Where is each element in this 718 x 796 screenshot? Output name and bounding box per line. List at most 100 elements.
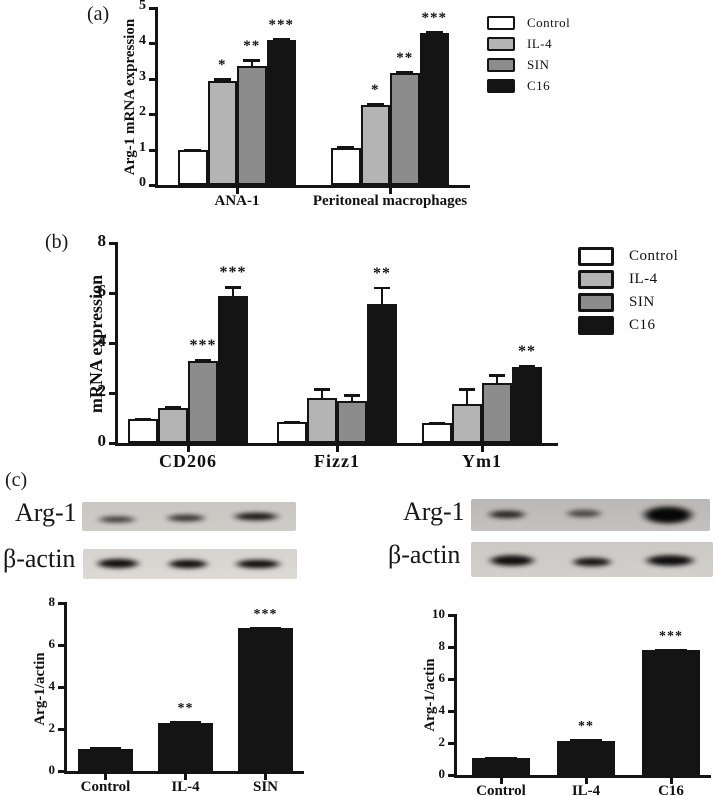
error-bar-cap [458,388,476,391]
bar-il-4 [452,404,482,443]
legend-swatch-c16 [578,316,614,335]
bar-control [422,423,452,443]
error-bar-cap [243,59,260,62]
x-axis-category-label: C16 [658,783,684,796]
significance-marker: ** [518,343,536,361]
error-bar-cap [396,70,413,74]
significance-marker: *** [253,606,278,622]
y-axis-tick [109,242,115,245]
error-bar-stem [669,648,673,651]
blot-band [85,556,151,571]
error-bar-stem [350,394,354,401]
significance-marker: *** [268,17,294,34]
error-bar-stem [264,626,267,629]
error-bar-stem [141,418,145,420]
y-axis-tick [149,77,155,81]
error-bar-cap [250,626,281,630]
bar-c16 [266,39,296,185]
significance-marker: *** [219,264,247,281]
error-bar-cap [134,418,152,421]
x-axis-tick [499,775,503,784]
error-bar-stem [374,102,377,105]
x-axis-category-label: Ym1 [462,451,502,471]
error-bar-stem [290,420,294,422]
y-axis-tick [58,770,64,773]
x-axis-tick [235,185,239,194]
error-bar-cap [425,31,443,34]
bar-il-4 [360,104,390,185]
legend-item-sin: SIN [487,54,570,75]
error-bar-stem [344,145,347,148]
error-bar-cap [337,145,354,149]
y-axis-tick [58,686,64,689]
panel-a-letter: (a) [87,3,110,25]
y-axis-tick [109,392,115,395]
legend-item-sin: SIN [578,291,678,314]
error-bar-stem [231,286,235,296]
legend-label: SIN [629,294,655,310]
legend-label: Control [629,248,679,264]
legend-item-il-4: IL-4 [578,268,678,291]
y-axis-tick [149,113,155,117]
error-bar-cap [484,757,518,760]
significance-marker: * [371,81,380,98]
x-axis-tick [264,771,267,780]
x-axis-line [64,771,304,774]
error-bar-cap [343,394,361,397]
y-axis-line [115,242,118,446]
error-bar-stem [495,374,499,383]
bar-arg-1/actin [557,740,615,775]
panel-a-legend: Control IL-4 SIN C16 [487,12,570,96]
error-bar-stem [104,746,107,749]
y-axis-tick [109,342,115,345]
legend-label: Control [527,14,571,30]
x-axis-tick [480,443,484,452]
error-bar-stem [201,359,205,361]
bar-il-4 [307,398,337,443]
bar-c16 [512,366,542,443]
x-axis-tick [186,443,190,452]
legend-swatch-sin [487,57,515,72]
y-axis-tick [149,148,155,152]
panel-c-letter: (c) [5,469,28,491]
y-axis-tick [448,710,454,713]
error-bar-cap [272,38,290,41]
error-bar-stem [380,286,384,305]
y-axis-tick [149,184,155,187]
legend-swatch-il-4 [487,36,515,51]
error-bar-cap [654,648,688,652]
error-bar-stem [280,38,283,40]
bar-arg-1/actin [642,650,700,775]
x-axis-category-label: SIN [252,779,278,795]
significance-marker: * [218,57,227,74]
bar-arg-1/actin [158,722,213,771]
error-bar-stem [320,388,324,398]
error-bar-cap [213,78,231,81]
blot-band [555,507,613,520]
significance-marker: ** [373,264,391,282]
x-axis-category-label: CD206 [159,451,217,471]
right-arg1-blot-label: Arg-1 [403,497,465,526]
y-axis-line [454,614,457,778]
blot-band [154,512,218,524]
error-bar-stem [525,365,529,367]
y-axis-tick [58,728,64,731]
error-bar-cap [488,374,506,377]
significance-marker: *** [421,10,447,26]
error-bar-cap [569,739,603,742]
blot-band [157,557,219,571]
legend-item-c16: C16 [578,314,678,337]
y-axis-tick [58,644,64,647]
error-bar-stem [191,148,194,150]
error-bar-cap [366,102,384,106]
blot-band [477,508,537,521]
y-axis-line [155,7,158,188]
error-bar-cap [313,388,331,391]
legend-swatch-control [487,15,515,30]
legend-item-control: Control [487,12,570,33]
bar-c16 [419,32,449,185]
left-arg1-blot-image [82,502,296,531]
